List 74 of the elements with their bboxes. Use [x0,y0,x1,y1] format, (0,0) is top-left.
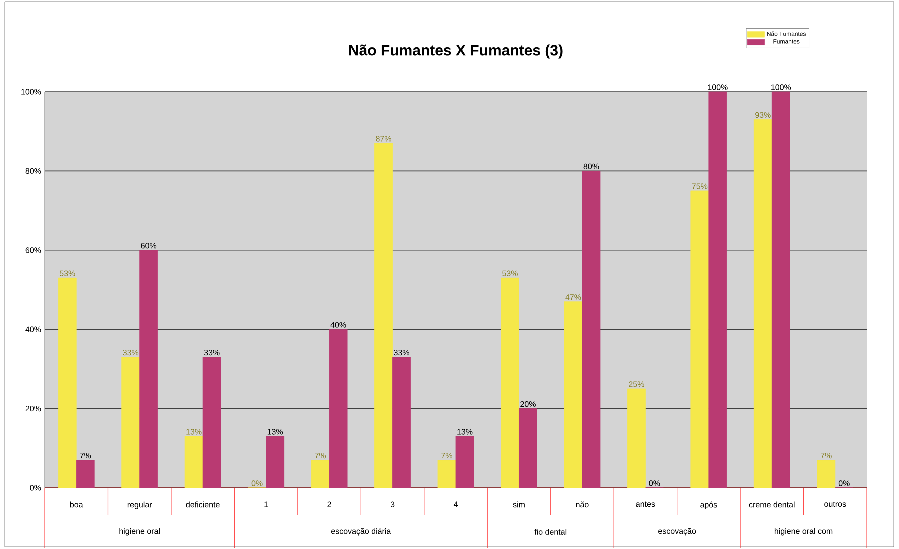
data-label: 53% [502,270,518,276]
bar [708,92,728,488]
text: escovação [658,528,696,536]
data-label: 0% [252,480,263,486]
data-label: 93% [756,112,771,118]
data-label: 60% [141,243,157,249]
bar [202,357,222,488]
bar [754,120,772,488]
bar [690,190,710,488]
y-tick-label: 40% [26,326,42,332]
data-label: 53% [60,270,76,276]
data-label: 100% [708,84,728,90]
bar [311,460,330,488]
text: fio dental [534,529,567,535]
data-label: 20% [520,401,536,408]
bar [582,171,601,488]
x-tick-label: após [700,502,718,510]
data-label: 0% [838,480,850,486]
x-tick-label: 4 [454,502,458,508]
bar [564,302,583,488]
x-tick-label: sim [513,502,525,508]
x-tick-label: 1 [264,502,268,508]
y-tick-label: 80% [26,168,42,174]
x-tick-label: creme dental [749,502,795,508]
bar [817,460,836,488]
bar [519,408,538,488]
data-label: 100% [772,84,792,90]
bar [772,92,790,488]
x-tick-label: antes [636,502,656,508]
data-label: 40% [330,322,346,328]
data-label: 0% [649,480,660,486]
text: higiene oral com [774,528,833,536]
bar [140,250,158,488]
chart-title: Não Fumantes X Fumantes (3) [349,44,563,59]
bar [266,436,285,488]
data-label: 47% [566,294,582,300]
bar [628,388,646,488]
bar [392,357,411,488]
bar [329,329,348,488]
bar [456,436,474,488]
data-label: 25% [629,382,644,388]
x-tick-label: outros [824,502,846,508]
x-tick-label: 2 [328,502,332,508]
x-tick-label: regular [128,502,152,510]
data-label: 33% [123,350,139,356]
bar [122,357,140,488]
y-tick-label: 0% [30,485,42,491]
data-label: 80% [584,164,600,170]
bar [438,460,456,488]
data-label: 33% [394,350,410,356]
y-tick-label: 100% [22,89,42,95]
x-tick-label: deficiente [186,502,220,508]
y-tick-label: 20% [26,406,42,412]
text: higiene oral [120,528,160,536]
x-tick-label: não [576,502,589,508]
bar [58,278,77,488]
bar [374,143,393,488]
data-label: 7% [80,452,92,459]
x-tick-label: boa [70,502,84,508]
data-label: 7% [315,452,326,459]
data-label: 87% [376,136,392,142]
x-tick-label: 3 [390,502,395,508]
text: escovação diária [331,528,392,536]
bar [501,278,520,488]
data-label: 13% [268,429,284,435]
bar [184,436,204,488]
y-tick-label: 60% [26,248,42,254]
data-label: 13% [186,429,202,435]
data-label: 13% [458,429,473,435]
data-label: 7% [442,452,452,459]
bar [76,460,95,488]
data-label: 7% [821,452,832,459]
data-label: 33% [204,350,220,356]
data-label: 75% [692,184,708,190]
